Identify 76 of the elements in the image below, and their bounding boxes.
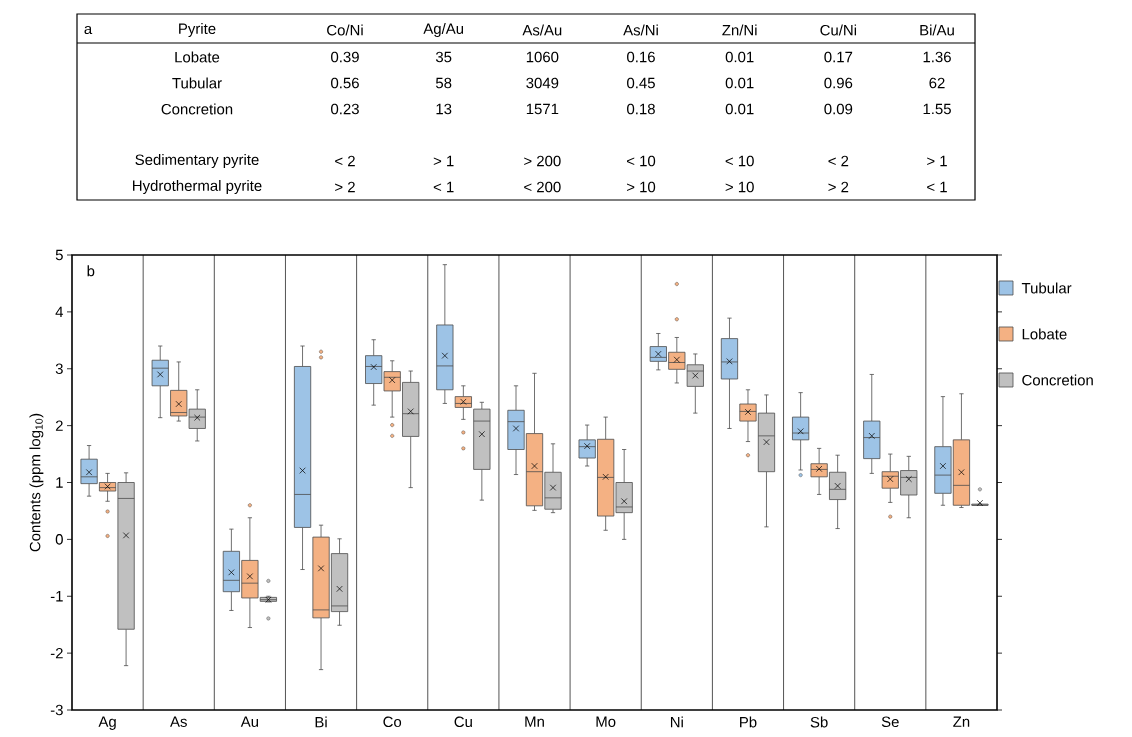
- text: 0.01: [725, 51, 754, 63]
- text: 1.55: [923, 103, 951, 115]
- y-tick-label: 3: [55, 363, 63, 375]
- text: 0.45: [627, 77, 655, 89]
- y-tick-label: 4: [55, 306, 64, 318]
- category-label: Tubular: [172, 77, 222, 89]
- text: < 2: [828, 155, 849, 167]
- text: 13: [436, 103, 452, 115]
- category-label: Ag/Au: [423, 23, 464, 37]
- text: Pyrite: [179, 23, 216, 37]
- text: > 1: [927, 155, 947, 167]
- x-tick-label: Pb: [740, 716, 757, 728]
- text: 62: [929, 77, 945, 89]
- y-axis-title: Contents (ppm log$_{10}$): [29, 413, 44, 552]
- category-label: Lobate: [175, 51, 220, 63]
- category-label: Hydrothermal pyrite: [133, 180, 262, 194]
- text: 0.23: [331, 103, 359, 115]
- y-tick-label: 1: [56, 477, 63, 488]
- text: 0.09: [824, 103, 853, 115]
- text: a: [84, 25, 93, 35]
- x-tick-label: Co: [383, 716, 402, 728]
- text: < 200: [524, 181, 561, 193]
- text: < 1: [433, 181, 454, 193]
- text: > 200: [524, 155, 561, 167]
- text: 1060: [526, 51, 559, 63]
- text: 0.01: [725, 77, 754, 89]
- text: 0.01: [725, 103, 754, 115]
- y-tick-label: -3: [50, 704, 63, 716]
- text: > 1: [433, 155, 454, 167]
- x-tick-label: Sb: [810, 716, 828, 728]
- x-tick-label: Au: [240, 716, 259, 727]
- category-label: Concretion: [161, 103, 233, 115]
- text: b: [87, 265, 95, 277]
- text: 0.18: [627, 103, 655, 115]
- text: 0.16: [627, 51, 655, 63]
- category-label: Cu/Ni: [820, 24, 857, 36]
- x-tick-label: Ni: [670, 716, 683, 728]
- x-tick-label: Zn: [953, 716, 970, 727]
- text: > 10: [725, 181, 754, 193]
- legend-label: Concretion: [1022, 374, 1093, 386]
- x-tick-label: Mo: [596, 716, 616, 727]
- text: < 10: [725, 155, 754, 167]
- text: < 2: [335, 155, 355, 167]
- category-label: Zn/Ni: [722, 24, 757, 36]
- category-label: As/Au: [522, 24, 562, 36]
- y-tick-label: 5: [55, 249, 63, 261]
- text: > 2: [335, 181, 355, 193]
- y-tick-label: -2: [50, 647, 63, 659]
- x-tick-label: As: [170, 716, 187, 727]
- category-label: Sedimentary pyrite: [135, 154, 259, 168]
- x-tick-label: Ag: [98, 716, 116, 730]
- x-tick-label: Se: [881, 716, 899, 728]
- text: > 2: [828, 181, 849, 193]
- y-tick-label: 2: [55, 420, 63, 431]
- x-tick-label: Mn: [525, 716, 544, 727]
- text: > 10: [626, 181, 656, 193]
- text: < 10: [626, 155, 656, 167]
- text: 0.39: [331, 51, 359, 63]
- text: 3049: [526, 77, 559, 89]
- category-label: As/Ni: [623, 24, 658, 36]
- category-label: Co/Ni: [327, 24, 363, 36]
- legend-label: Lobate: [1022, 328, 1067, 340]
- text: 0.96: [824, 77, 853, 89]
- category-label: Bi/Au: [920, 24, 954, 36]
- x-tick-label: Bi: [315, 716, 327, 728]
- text: 35: [435, 51, 452, 63]
- legend-label: Tubular: [1021, 282, 1072, 294]
- text: 1571: [526, 103, 559, 115]
- y-tick-label: -1: [50, 591, 63, 602]
- text: 0.56: [331, 77, 359, 89]
- text: < 1: [927, 181, 947, 193]
- text: 58: [435, 77, 452, 89]
- x-tick-label: Cu: [454, 716, 472, 728]
- text: 0.17: [824, 51, 853, 63]
- y-tick-label: 0: [55, 534, 63, 545]
- text: 1.36: [923, 51, 951, 63]
